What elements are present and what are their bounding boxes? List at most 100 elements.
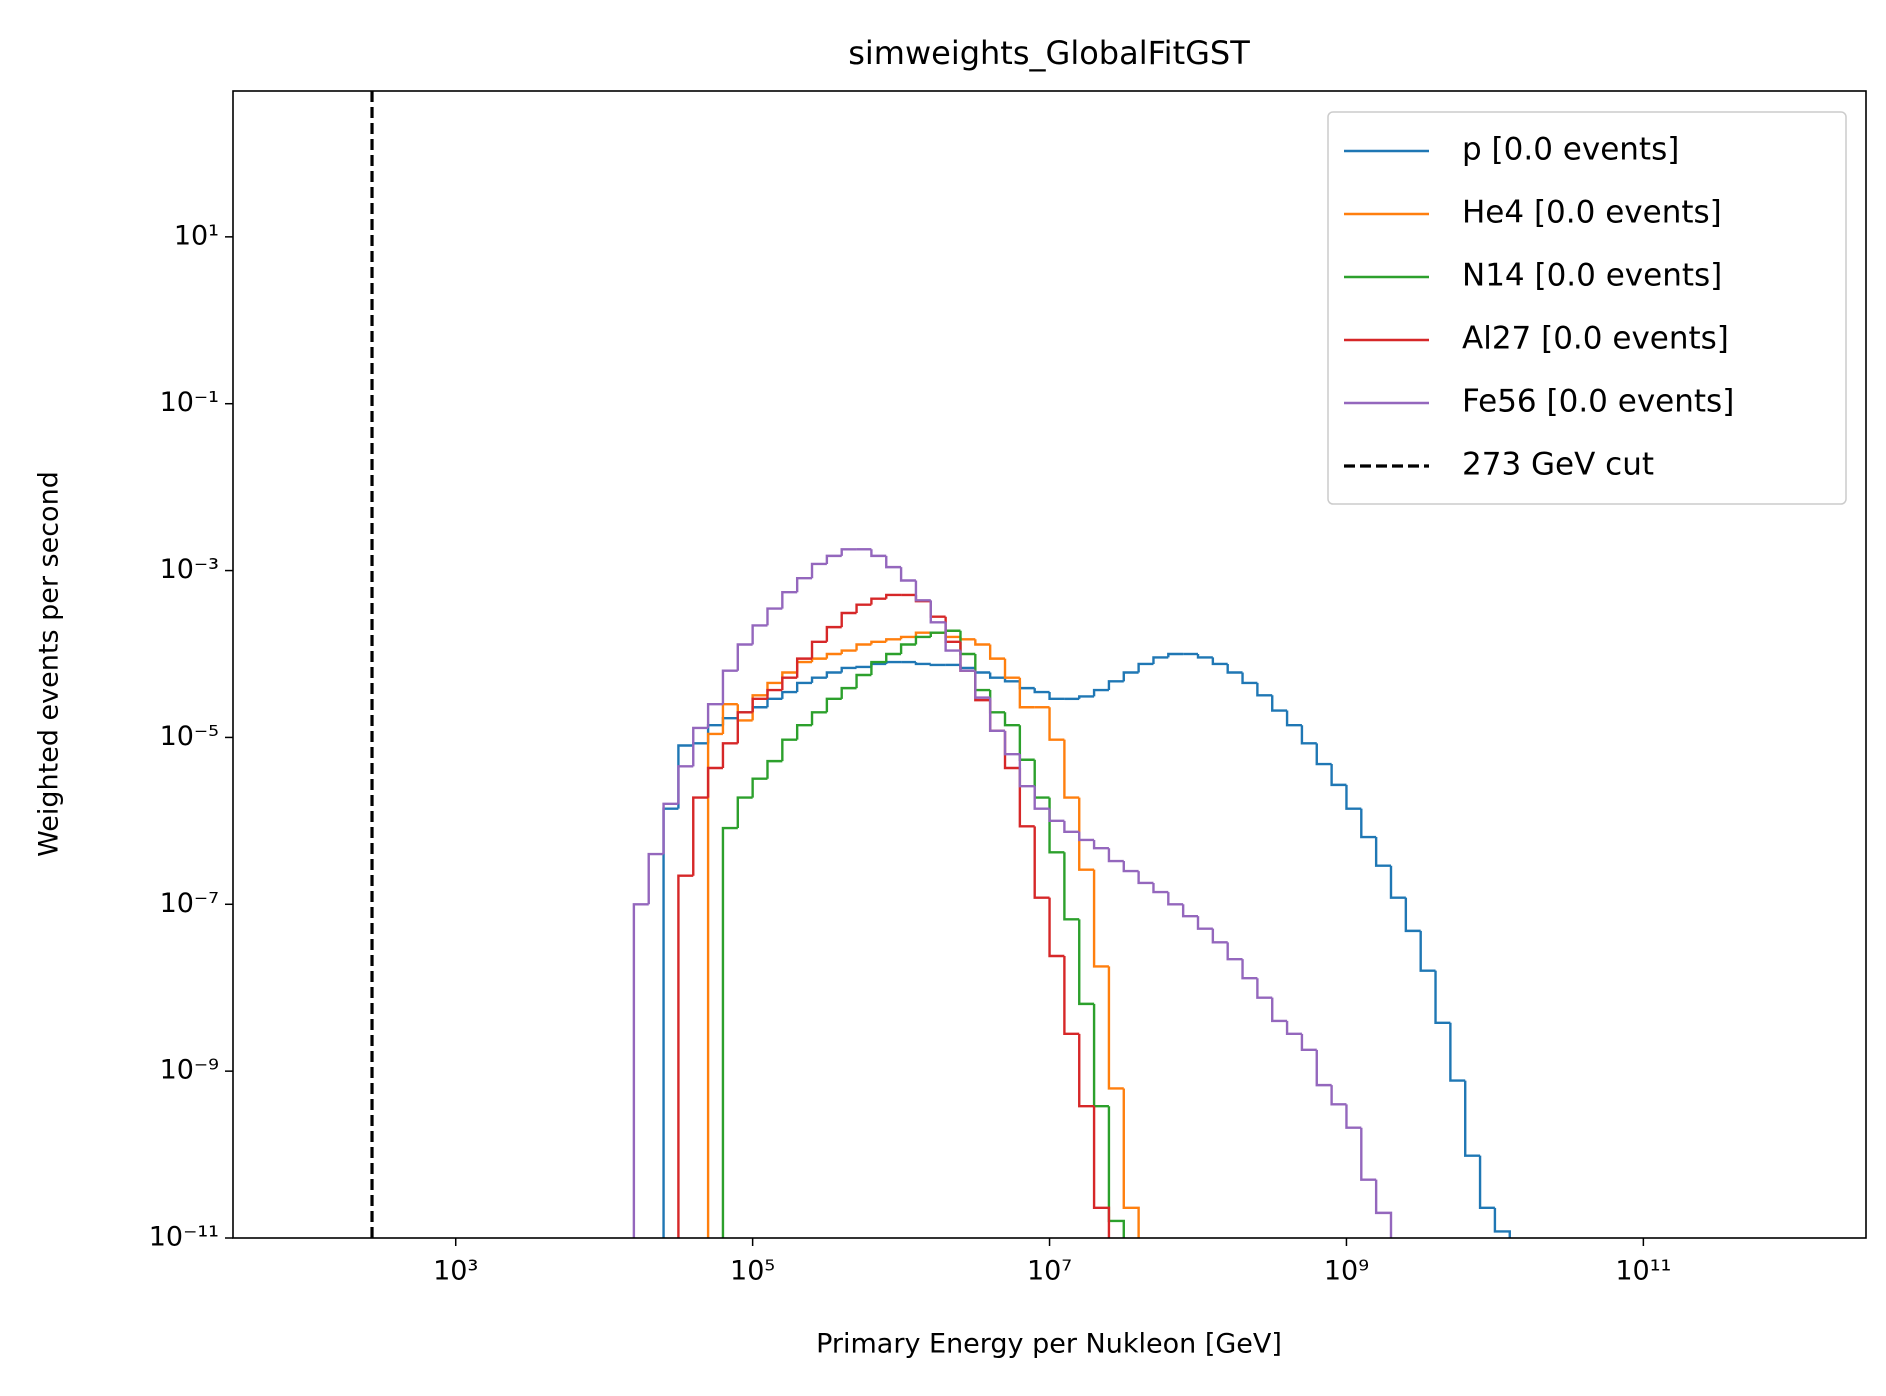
histogram-step [1271,997,1288,1023]
histogram-step [825,554,842,564]
histogram-step [766,607,783,626]
legend-label: Fe56 [0.0 events] [1462,384,1734,420]
histogram-step [1256,682,1273,697]
histogram-step [1137,871,1154,885]
histogram-step [1300,1033,1317,1052]
histogram-step [825,625,842,642]
y-tick-label: 10⁻⁷ [160,888,219,919]
legend-label: N14 [0.0 events] [1462,258,1722,294]
histogram-step [840,686,857,699]
legend-box [1327,111,1847,505]
histogram-step [706,732,723,1238]
histogram-step [1003,712,1020,727]
histogram-step [1404,897,1421,933]
histogram-step [810,640,827,659]
histogram-step [1048,808,1065,823]
histogram-step [1360,808,1377,839]
y-tick-label: 10⁻⁹ [160,1055,219,1086]
histogram-step [1107,680,1124,691]
histogram-step [1003,730,1020,756]
histogram-step [1078,1033,1095,1108]
y-tick-label: 10⁻³ [160,554,219,585]
legend-label: He4 [0.0 events] [1462,195,1722,231]
histogram-step [1122,1088,1140,1238]
histogram-step [1285,1020,1302,1036]
histogram-step [840,611,857,628]
legend-label: Al27 [0.0 events] [1462,321,1729,357]
y-axis-label: Weighted events per second [34,471,65,857]
histogram-step [751,624,768,645]
histogram-step [1137,662,1154,673]
x-tick-label: 10⁹ [1324,1256,1369,1287]
histogram-step [1464,1080,1481,1157]
histogram-step [751,777,768,798]
histogram-step [766,688,783,699]
histogram-step [810,562,827,579]
histogram-step [988,644,1006,660]
histogram-step [825,697,842,713]
y-tick-label: 10⁻¹¹ [149,1222,219,1253]
histogram-step [1092,688,1109,697]
histogram-step [810,711,827,726]
histogram-step [1434,970,1451,1024]
histogram-step [988,672,1006,679]
histogram-step [781,676,798,691]
histogram-step [899,567,916,582]
histogram-step [795,681,813,693]
histogram-step [1003,677,1020,683]
plot-frame [232,90,1867,1239]
histogram-step [1078,695,1095,699]
histogram-step [1018,754,1035,788]
histogram-step [855,603,872,614]
y-tick-label: 10⁻⁵ [160,721,219,752]
histogram-step [1048,707,1065,741]
histogram-step [1241,672,1258,685]
legend-label: 273 GeV cut [1462,447,1654,483]
histogram-step [795,577,813,593]
histogram-step [647,852,664,905]
histogram-step [870,640,887,645]
x-tick-label: 10⁵ [730,1256,775,1287]
histogram-step [974,670,991,699]
chart-title: simweights_GlobalFitGST [848,34,1250,72]
histogram-step [840,666,857,673]
histogram-step [1181,904,1198,918]
histogram-step [870,549,887,558]
histogram-step [929,663,946,667]
histogram-step [1063,955,1080,1036]
histogram-step [1048,897,1065,958]
histogram-step [662,802,679,855]
histogram-step [1493,1207,1511,1238]
histogram-step [1063,852,1080,921]
histogram-step [632,903,649,1238]
histogram-step [885,555,902,569]
histogram-step [1271,695,1288,712]
histogram-step [1226,663,1243,674]
histogram-step [1107,1106,1125,1238]
y-tick-label: 10⁻¹ [160,387,219,418]
histogram-step [914,631,931,637]
histogram-step [1122,671,1139,682]
histogram-step [1449,1022,1466,1082]
x-tick-label: 10¹¹ [1615,1256,1671,1287]
histogram-step [1092,1106,1111,1238]
histogram-step [1152,882,1169,894]
histogram-step [1241,959,1258,980]
histogram-step [1389,865,1406,899]
histogram-step [706,703,723,728]
y-tick-label: 10¹ [174,220,219,251]
histogram-step [677,874,694,1238]
histogram-step [885,638,902,642]
histogram-step [766,759,783,779]
histogram-step [870,660,887,676]
histogram-step [899,643,916,654]
histogram-step [1360,1127,1377,1181]
histogram-step [1078,831,1095,842]
legend: p [0.0 events] He4 [0.0 events] N14 [0.0 e… [1327,111,1847,505]
histogram-step [870,597,887,605]
histogram-step [751,697,768,713]
histogram-step [795,657,813,678]
histogram-step [721,826,738,1238]
histogram-step [1092,869,1109,968]
